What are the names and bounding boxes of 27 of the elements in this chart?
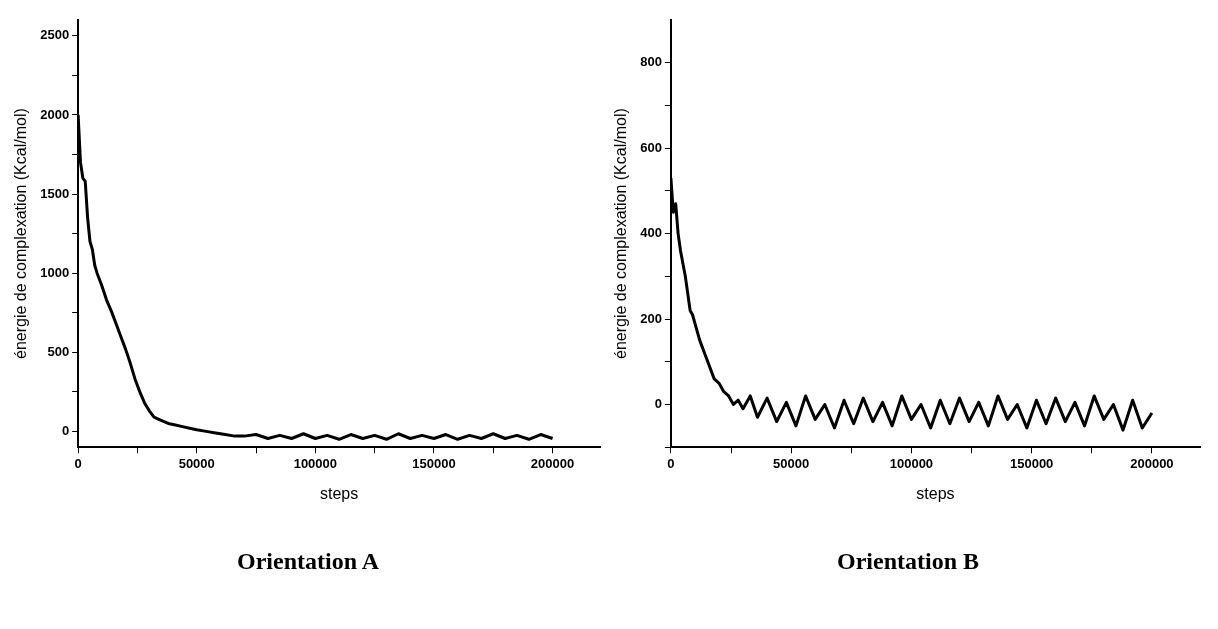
x-tick-label: 50000 <box>773 455 810 471</box>
x-tick-label: 0 <box>74 455 82 471</box>
y-tick-label: 1500 <box>40 185 70 201</box>
y-tick-label: 500 <box>47 343 70 359</box>
y-tick-label: 1000 <box>40 264 70 280</box>
x-tick-label: 50000 <box>178 455 215 471</box>
y-tick-label: 800 <box>640 54 662 70</box>
y-tick-label: 0 <box>654 396 662 412</box>
x-axis-title: steps <box>319 484 359 502</box>
x-tick-label: 200000 <box>1130 455 1174 471</box>
y-tick-label: 200 <box>640 310 662 326</box>
x-tick-label: 200000 <box>530 455 575 471</box>
x-tick-label: 150000 <box>1009 455 1054 471</box>
x-tick-label: 100000 <box>889 455 934 471</box>
text: Orientation A <box>236 548 380 575</box>
y-tick-label: 400 <box>640 225 662 241</box>
text: Orientation B <box>836 548 980 575</box>
x-tick-label: 100000 <box>293 455 338 471</box>
y-tick-label: 0 <box>61 422 70 438</box>
y-axis-title: énergie de complexation (Kcal/mol) <box>12 108 30 359</box>
x-axis-title: steps <box>916 484 955 502</box>
x-tick-label: 150000 <box>412 455 456 471</box>
y-tick-label: 2000 <box>40 106 70 122</box>
y-tick-label: 600 <box>640 139 662 155</box>
y-axis-title: énergie de complexation (Kcal/mol) <box>612 108 630 359</box>
x-tick-label: 0 <box>667 455 675 471</box>
y-tick-label: 2500 <box>40 27 70 43</box>
